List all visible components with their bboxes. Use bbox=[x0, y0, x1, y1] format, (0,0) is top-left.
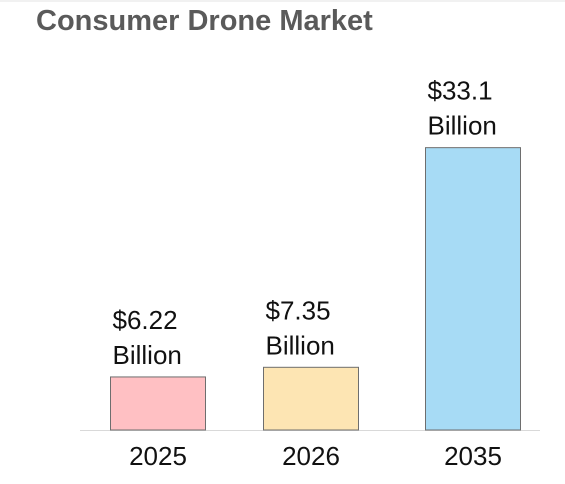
data-label-2026-line-2: Billion bbox=[266, 330, 335, 360]
x-tick-label-2026: 2026 bbox=[282, 441, 340, 471]
data-labels-group: $6.22 Billion $7.35 Billion $33.1 Billion bbox=[113, 76, 497, 370]
bar-2025 bbox=[110, 376, 206, 431]
bar-2026 bbox=[263, 366, 359, 431]
data-label-2026-line-1: $7.35 bbox=[266, 295, 331, 325]
data-label-2025-line-1: $6.22 bbox=[113, 305, 178, 335]
data-label-2035-line-1: $33.1 bbox=[428, 76, 493, 106]
bars-group bbox=[110, 147, 521, 431]
x-tick-label-2025: 2025 bbox=[129, 441, 187, 471]
data-label-2025-line-2: Billion bbox=[113, 340, 182, 370]
data-label-2035-line-2: Billion bbox=[428, 111, 497, 141]
chart-title: Consumer Drone Market bbox=[36, 5, 373, 37]
top-divider bbox=[0, 0, 565, 2]
bar-2035 bbox=[425, 147, 521, 431]
x-tick-label-2035: 2035 bbox=[444, 441, 502, 471]
x-tick-labels-group: 2025 2026 2035 bbox=[129, 441, 502, 471]
